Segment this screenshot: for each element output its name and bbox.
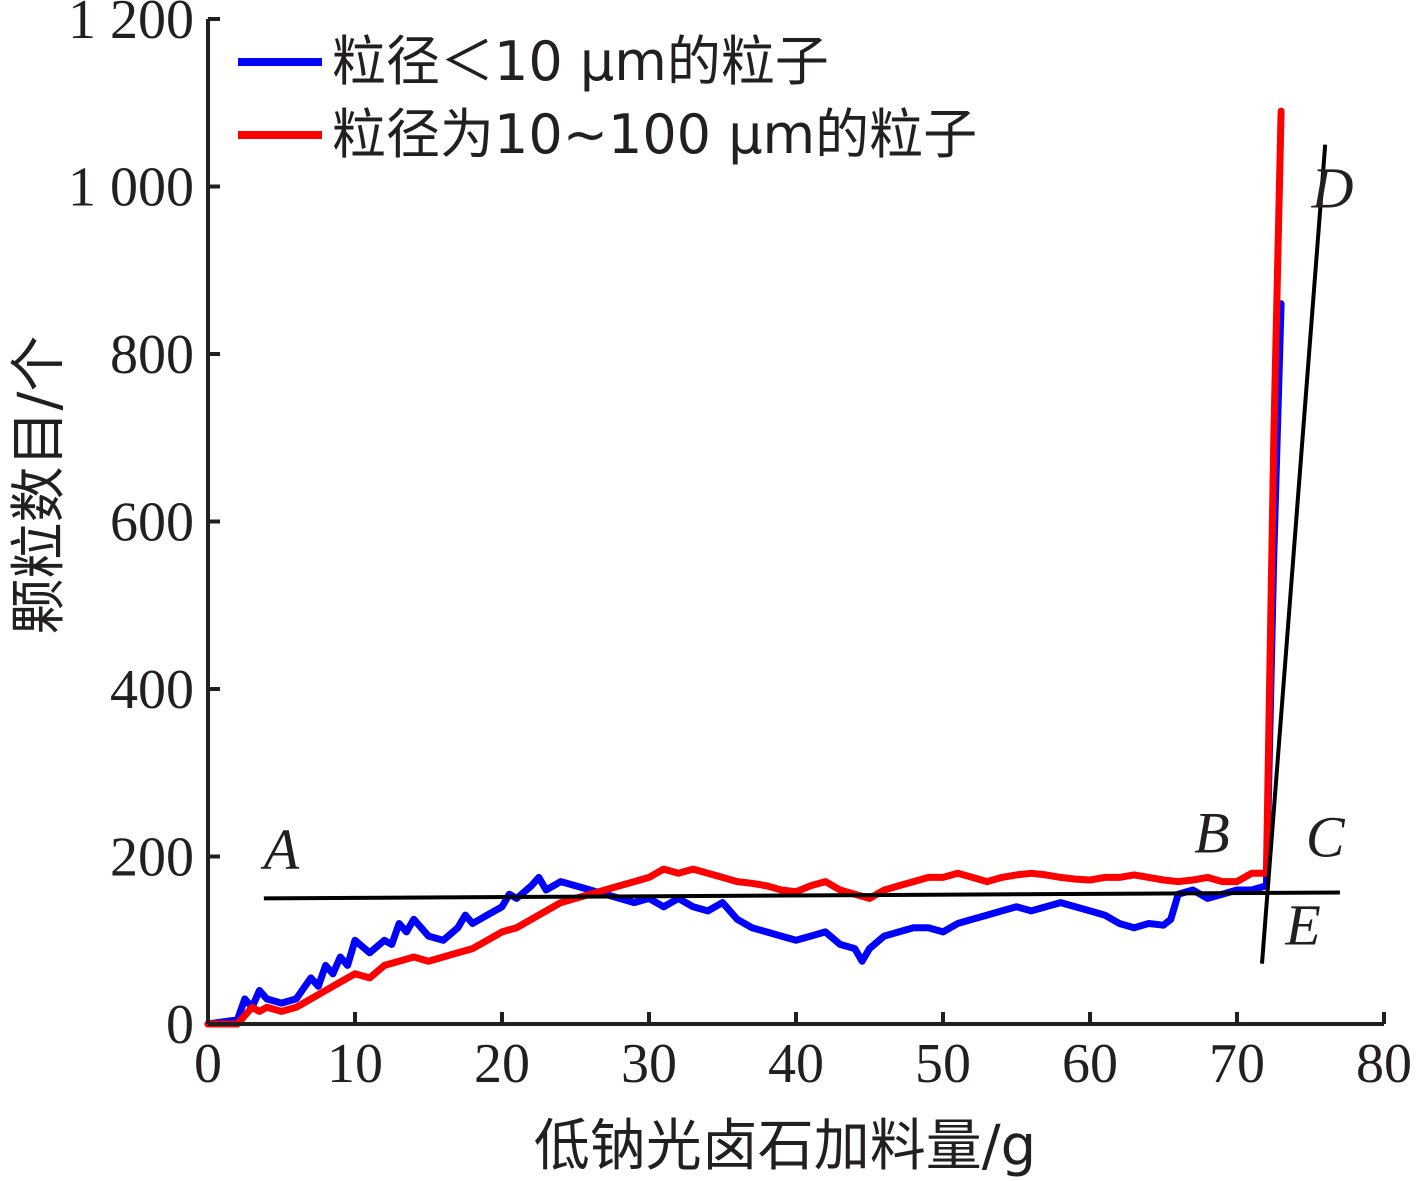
annotation-b: B (1194, 800, 1229, 865)
series-line-2 (204, 107, 1285, 1028)
x-tick-label: 20 (474, 1033, 530, 1095)
series-line-1 (204, 300, 1285, 1028)
annotation-d: D (1311, 155, 1354, 220)
x-tick-label: 80 (1356, 1033, 1412, 1095)
legend-label-series-1: 粒径＜10 μm的粒子 (332, 30, 829, 93)
x-tick-label: 0 (194, 1033, 222, 1095)
y-tick-label: 600 (110, 492, 194, 554)
x-axis-title: 低钠光卤石加料量/g (534, 1114, 1036, 1179)
legend-label-series-2: 粒径为10~100 μm的粒子 (332, 103, 977, 166)
y-tick-label: 400 (110, 659, 194, 721)
annotation-e: E (1284, 892, 1320, 957)
y-tick-label: 0 (166, 994, 194, 1056)
x-tick-label: 60 (1062, 1033, 1118, 1095)
x-tick-label: 40 (768, 1033, 824, 1095)
y-axis-title: 颗粒数目/个 (7, 336, 72, 635)
x-tick-label: 30 (621, 1033, 677, 1095)
reference-line-2 (1259, 144, 1328, 964)
axes (206, 19, 1384, 1026)
y-tick-label: 800 (110, 324, 194, 386)
reference-line-1 (263, 890, 1340, 901)
annotation-c: C (1306, 805, 1346, 870)
reference-lines (263, 144, 1340, 964)
legend: 粒径＜10 μm的粒子 粒径为10~100 μm的粒子 (238, 30, 977, 166)
annotation-a: A (260, 817, 300, 882)
y-tick-label: 200 (110, 827, 194, 889)
plot-lines (204, 107, 1285, 1028)
y-tick-label: 1 000 (68, 157, 194, 219)
annotations: A B C D E (260, 155, 1354, 957)
x-tick-label: 70 (1209, 1033, 1265, 1095)
x-tick-label: 10 (327, 1033, 383, 1095)
x-tick-label: 50 (915, 1033, 971, 1095)
y-tick-label: 1 200 (68, 0, 194, 51)
